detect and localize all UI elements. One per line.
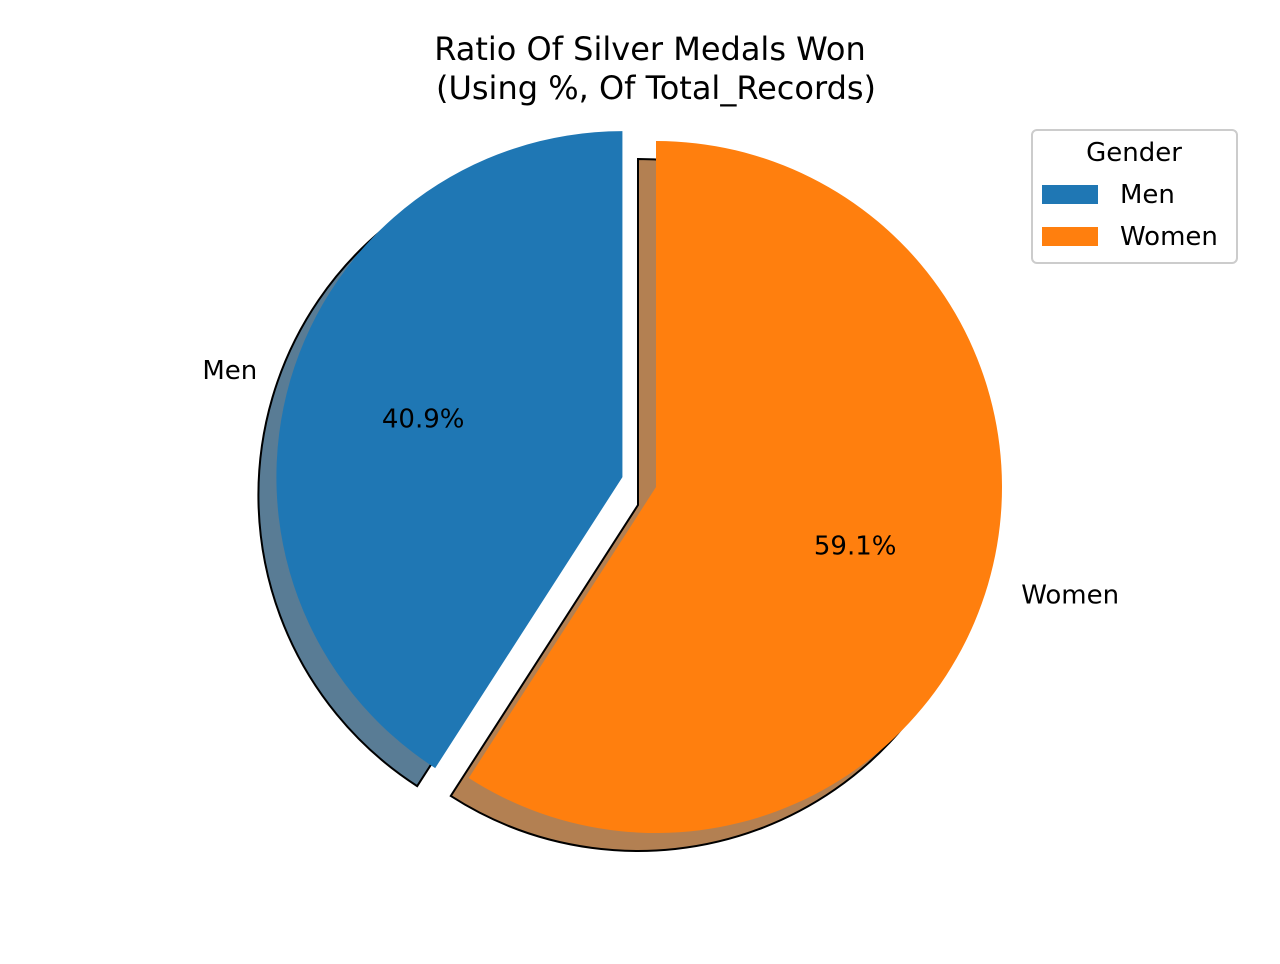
pie-labels: Men 40.9% Women 59.1% xyxy=(202,356,1119,611)
chart-title-line-1: Ratio Of Silver Medals Won xyxy=(434,30,866,68)
slice-label-men: Men xyxy=(202,356,257,386)
legend-label-women: Women xyxy=(1120,222,1218,252)
slice-label-women: Women xyxy=(1021,580,1119,610)
slice-women xyxy=(468,141,1002,833)
slice-percent-men: 40.9% xyxy=(382,405,465,435)
chart-title-line-2: (Using %, Of Total_Records) xyxy=(436,69,876,107)
slice-men xyxy=(276,131,623,769)
legend-swatch-men xyxy=(1042,185,1098,204)
pie-slices xyxy=(276,131,1002,833)
legend-title: Gender xyxy=(1086,138,1182,168)
slice-percent-women: 59.1% xyxy=(814,532,897,562)
legend-label-men: Men xyxy=(1120,180,1175,210)
legend: Gender Men Women xyxy=(1031,129,1238,264)
legend-swatch-women xyxy=(1042,227,1098,246)
